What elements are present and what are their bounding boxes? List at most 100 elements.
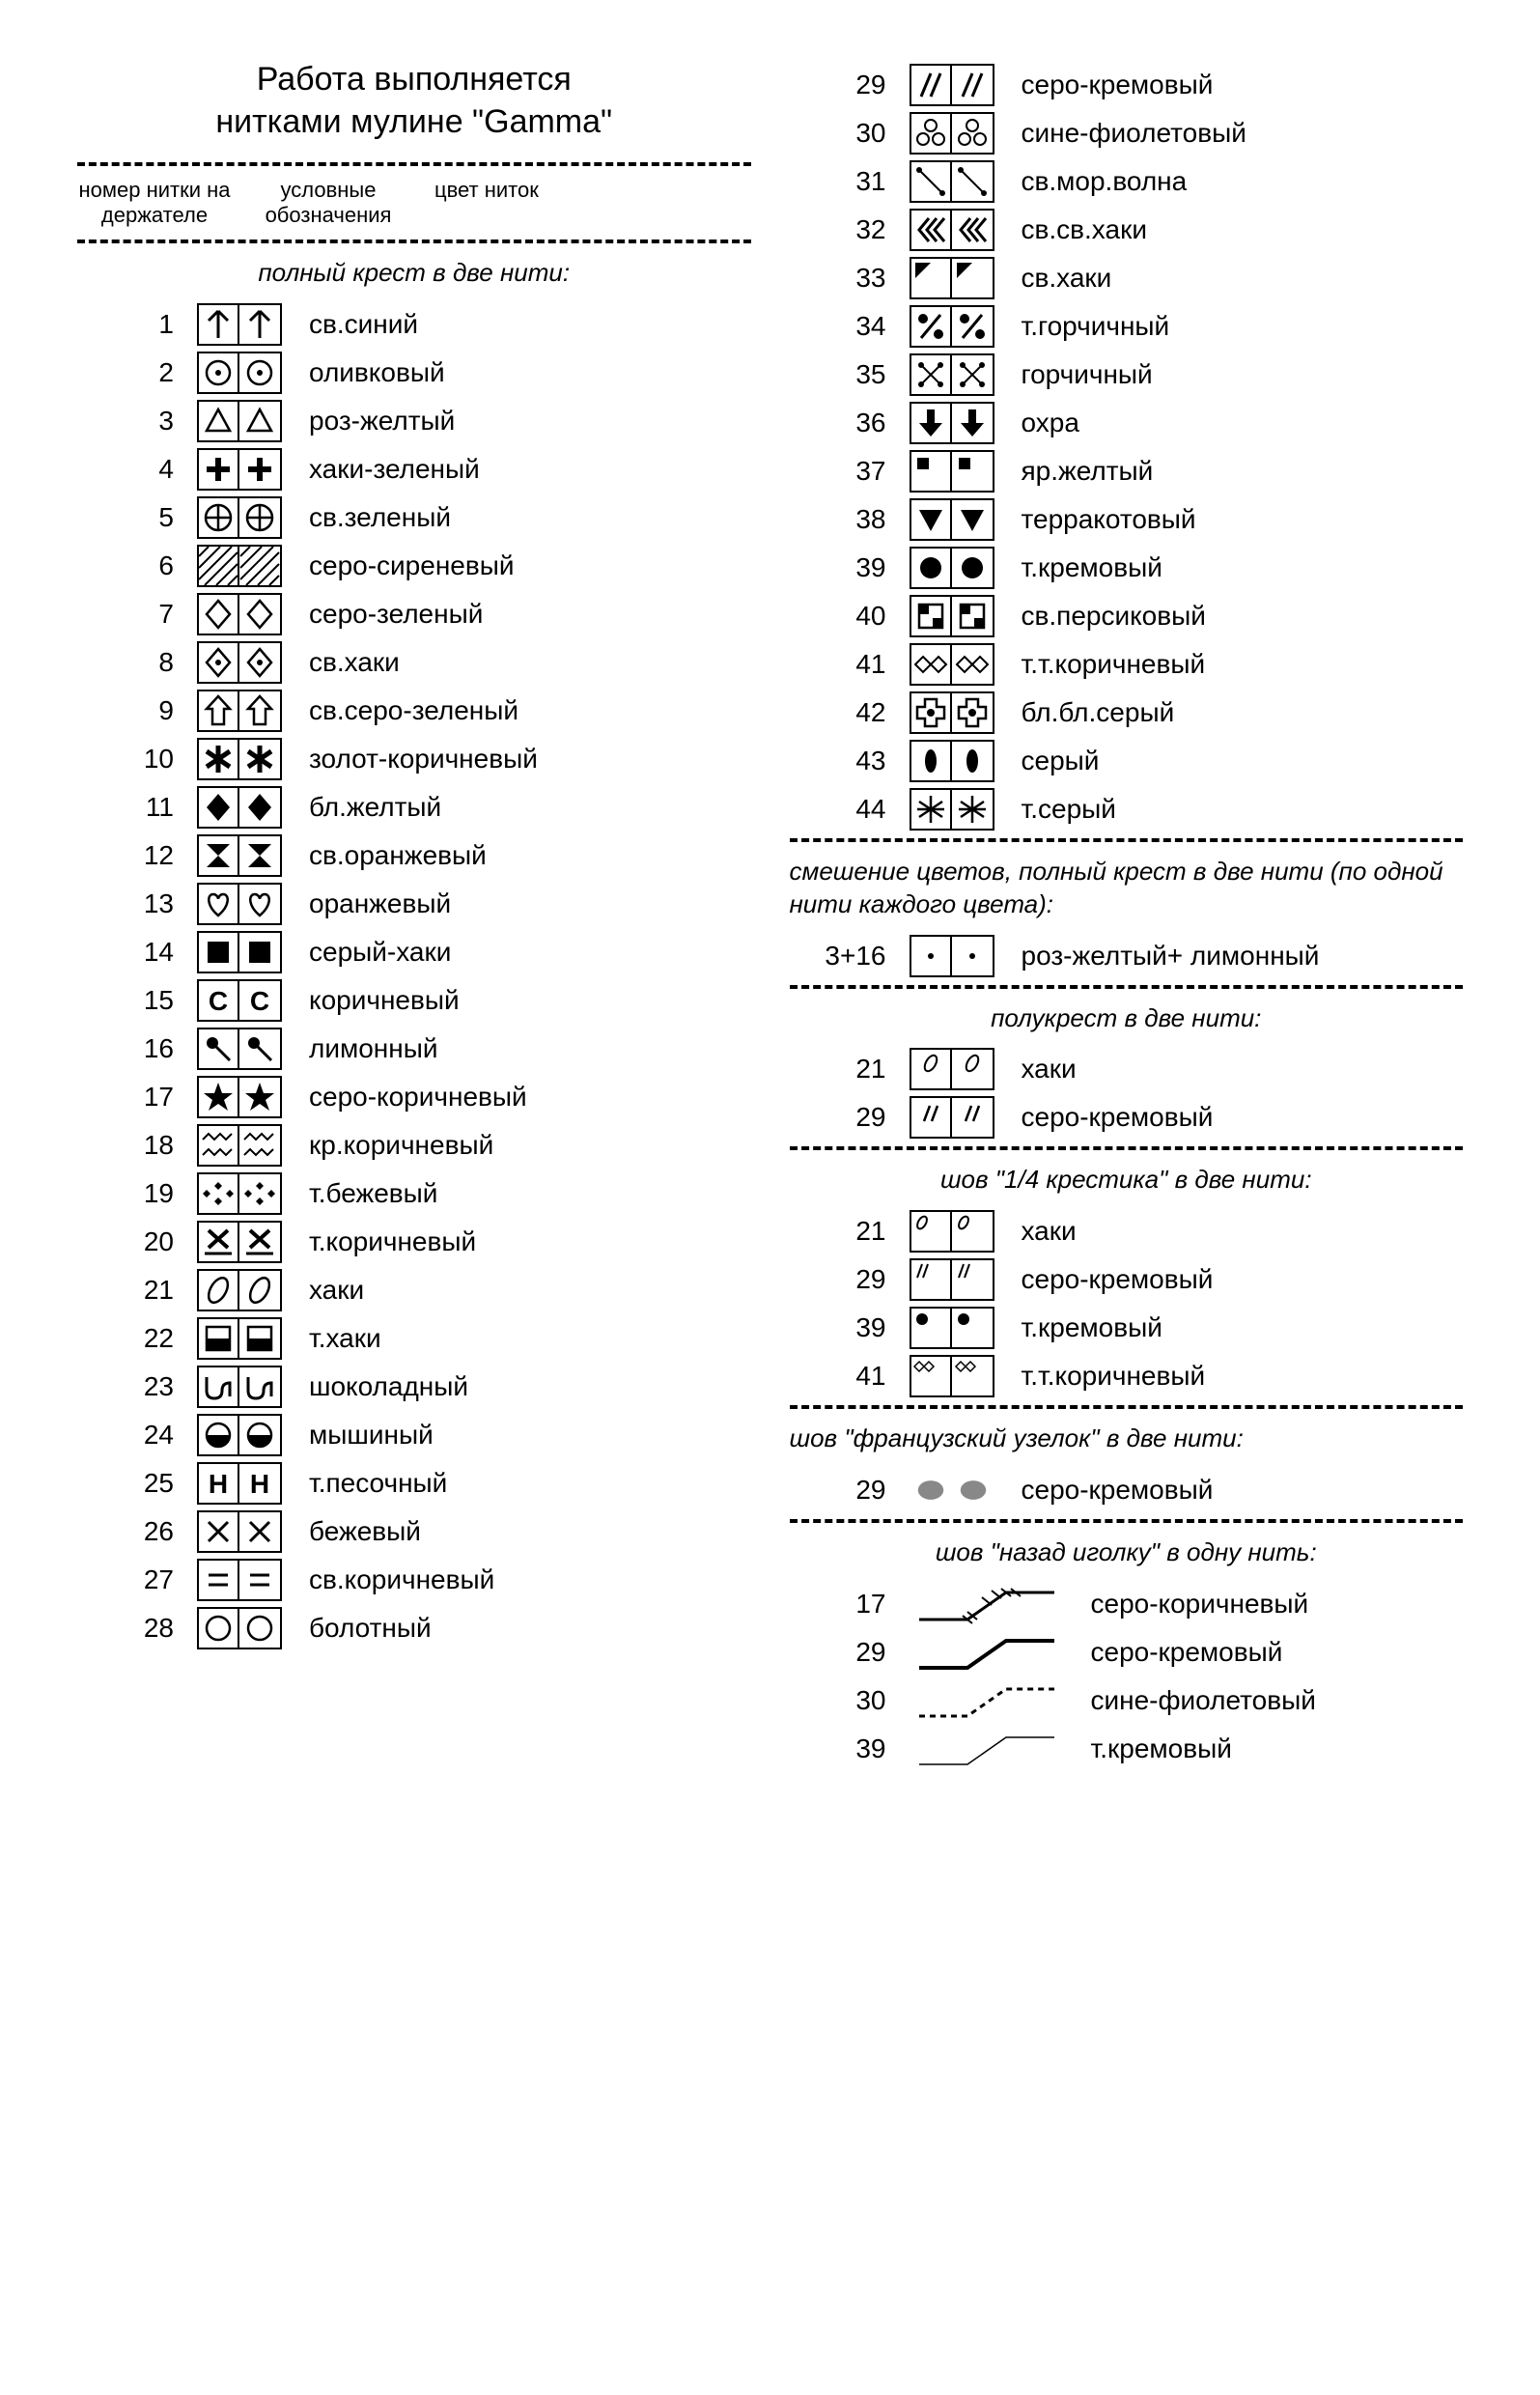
symbol-pair bbox=[197, 303, 282, 346]
symbol-pair bbox=[910, 402, 994, 444]
symbol-pair bbox=[197, 1124, 282, 1167]
thread-number: 9 bbox=[77, 695, 197, 726]
symbol-pair bbox=[910, 257, 994, 299]
thread-number: 39 bbox=[790, 1312, 910, 1343]
symbol-cell bbox=[952, 935, 994, 977]
color-name: серо-кремовый bbox=[994, 70, 1464, 100]
symbol-cell bbox=[197, 303, 239, 346]
legend-row: 39т.кремовый bbox=[790, 1307, 1464, 1349]
symbol-cell bbox=[239, 400, 282, 442]
symbol-pair bbox=[197, 352, 282, 394]
symbol-cell bbox=[197, 690, 239, 732]
title-line1: Работа выполняется bbox=[257, 61, 572, 98]
symbol-pair bbox=[197, 883, 282, 925]
symbol-cell: C bbox=[239, 979, 282, 1022]
symbol-cell bbox=[197, 1172, 239, 1215]
symbol-pair bbox=[197, 1028, 282, 1070]
symbol-cell bbox=[239, 352, 282, 394]
symbol-cell bbox=[952, 64, 994, 106]
legend-row: 43серый bbox=[790, 740, 1464, 782]
symbol-pair bbox=[197, 786, 282, 829]
thread-number: 14 bbox=[77, 937, 197, 968]
color-name: бл.бл.серый bbox=[994, 697, 1464, 728]
french-rows-container: 29серо-кремовый bbox=[790, 1469, 1464, 1511]
symbol-pair bbox=[910, 643, 994, 686]
thread-number: 36 bbox=[790, 408, 910, 438]
symbol-cell bbox=[197, 448, 239, 491]
symbol-cell bbox=[197, 496, 239, 539]
symbol-cell bbox=[239, 1028, 282, 1070]
thread-number: 21 bbox=[77, 1275, 197, 1306]
section-halfcross: полукрест в две нити: bbox=[790, 1002, 1464, 1035]
color-name: сине-фиолетовый bbox=[1064, 1685, 1464, 1716]
legend-row: 18кр.коричневый bbox=[77, 1124, 751, 1167]
color-name: хаки bbox=[282, 1275, 751, 1306]
section-quarter: шов "1/4 крестика" в две нити: bbox=[790, 1164, 1464, 1197]
color-name: охра bbox=[994, 408, 1464, 438]
symbol-pair bbox=[197, 690, 282, 732]
symbol-cell bbox=[952, 691, 994, 734]
symbol-pair: HH bbox=[197, 1462, 282, 1505]
symbol-cell bbox=[239, 1221, 282, 1263]
thread-number: 42 bbox=[790, 697, 910, 728]
symbol-cell bbox=[952, 1307, 994, 1349]
thread-number: 25 bbox=[77, 1468, 197, 1499]
symbol-pair bbox=[197, 1076, 282, 1118]
symbol-pair bbox=[910, 1307, 994, 1349]
symbol-cell bbox=[197, 931, 239, 973]
symbol-pair bbox=[197, 1414, 282, 1456]
legend-row: 32св.св.хаки bbox=[790, 209, 1464, 251]
symbol-cell bbox=[952, 402, 994, 444]
symbol-cell bbox=[239, 496, 282, 539]
symbol-cell bbox=[952, 1048, 994, 1090]
color-name: бежевый bbox=[282, 1516, 751, 1547]
header-number: номер нитки на держателе bbox=[77, 178, 232, 228]
symbol-cell bbox=[910, 257, 952, 299]
symbol-cell bbox=[197, 1317, 239, 1360]
symbol-cell bbox=[952, 498, 994, 541]
color-name: роз-желтый+ лимонный bbox=[994, 941, 1464, 972]
symbol-cell bbox=[239, 690, 282, 732]
symbol-cell bbox=[952, 353, 994, 396]
page-title: Работа выполняется нитками мулине "Gamma… bbox=[77, 58, 751, 143]
symbol-cell bbox=[239, 1317, 282, 1360]
thread-number: 15 bbox=[77, 985, 197, 1016]
symbol-cell bbox=[239, 883, 282, 925]
symbol-pair bbox=[197, 1510, 282, 1553]
symbol-pair bbox=[197, 400, 282, 442]
symbol-cell bbox=[910, 160, 952, 203]
symbol-cell bbox=[197, 1414, 239, 1456]
backstitch-rows-container: 17серо-коричневый29серо-кремовый30сине-ф… bbox=[790, 1583, 1464, 1770]
thread-number: 10 bbox=[77, 744, 197, 775]
symbol-cell bbox=[197, 1510, 239, 1553]
thread-number: 11 bbox=[77, 792, 197, 823]
color-name: серо-кремовый bbox=[1064, 1637, 1464, 1668]
left-column: Работа выполняется нитками мулине "Gamma… bbox=[77, 58, 751, 1776]
legend-row: 10золот-коричневый bbox=[77, 738, 751, 780]
legend-row: 21хаки bbox=[790, 1048, 1464, 1090]
thread-number: 1 bbox=[77, 309, 197, 340]
symbol-pair bbox=[197, 931, 282, 973]
symbol-cell bbox=[197, 1269, 239, 1311]
symbol-cell bbox=[910, 498, 952, 541]
symbol-cell bbox=[952, 160, 994, 203]
thread-number: 43 bbox=[790, 746, 910, 776]
legend-row: 36 охра bbox=[790, 402, 1464, 444]
symbol-cell bbox=[910, 935, 952, 977]
legend-row: 17серо-коричневый bbox=[77, 1076, 751, 1118]
legend-row: 16лимонный bbox=[77, 1028, 751, 1070]
color-name: т.песочный bbox=[282, 1468, 751, 1499]
symbol-cell bbox=[910, 1355, 952, 1397]
thread-number: 28 bbox=[77, 1613, 197, 1644]
symbol-pair bbox=[910, 353, 994, 396]
symbol-cell bbox=[239, 931, 282, 973]
symbol-pair bbox=[197, 1172, 282, 1215]
symbol-cell bbox=[197, 1221, 239, 1263]
symbol-cell bbox=[197, 400, 239, 442]
symbol-cell bbox=[239, 1414, 282, 1456]
color-name: болотный bbox=[282, 1613, 751, 1644]
legend-row: 41т.т.коричневый bbox=[790, 1355, 1464, 1397]
symbol-cell bbox=[239, 593, 282, 635]
symbol-cell bbox=[952, 547, 994, 589]
color-name: св.мор.волна bbox=[994, 166, 1464, 197]
